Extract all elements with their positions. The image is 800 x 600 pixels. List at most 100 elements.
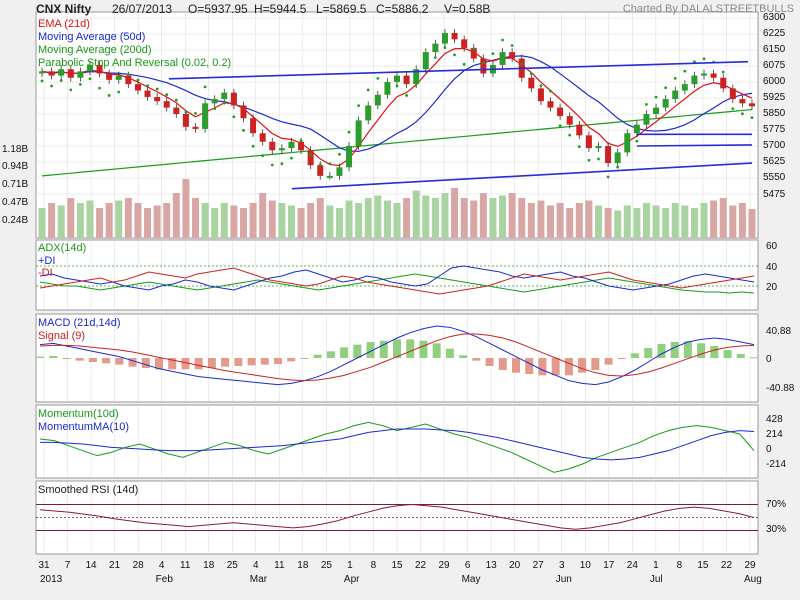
adx-line bbox=[39, 273, 755, 294]
macd-histogram-bar bbox=[300, 358, 309, 359]
sar-dot bbox=[251, 144, 255, 148]
macd-histogram-bar bbox=[62, 358, 71, 359]
ema-line-group bbox=[41, 47, 753, 167]
candle-body bbox=[643, 114, 650, 125]
x-month-label: Aug bbox=[744, 574, 762, 585]
x-day-label: 18 bbox=[297, 560, 309, 571]
volume-bar bbox=[614, 210, 622, 238]
sar-dot bbox=[395, 84, 399, 88]
volume-bar bbox=[374, 195, 382, 238]
sar-dot bbox=[414, 79, 418, 83]
ma200-line-group bbox=[41, 108, 753, 177]
volume-bar bbox=[412, 190, 420, 238]
sar-dot bbox=[577, 145, 581, 149]
volume-bar bbox=[307, 203, 315, 238]
macd-histogram-bar bbox=[88, 358, 97, 362]
sar-dot bbox=[405, 94, 408, 97]
volume-bar bbox=[489, 198, 497, 238]
macd-histogram-bar bbox=[141, 358, 150, 368]
price-tick: 6000 bbox=[763, 76, 786, 87]
x-day-label: 22 bbox=[721, 560, 733, 571]
volume-bar bbox=[690, 208, 698, 238]
volume-bar bbox=[86, 200, 94, 238]
volume-bar bbox=[96, 208, 104, 238]
sar-dot bbox=[98, 86, 101, 90]
sar-dot bbox=[606, 175, 610, 179]
sar-dot bbox=[741, 112, 744, 116]
candle-body bbox=[346, 146, 353, 168]
volume-bar bbox=[182, 179, 190, 238]
sar-dot bbox=[472, 47, 476, 51]
adx-tick: 20 bbox=[766, 282, 778, 293]
candle-body bbox=[269, 141, 276, 151]
x-day-label: 28 bbox=[133, 560, 145, 571]
candle-body bbox=[288, 141, 295, 149]
candle-body bbox=[115, 75, 122, 80]
macd-histogram-bar bbox=[366, 342, 375, 358]
sar-dot bbox=[635, 139, 639, 143]
macd-histogram-bar bbox=[49, 356, 58, 358]
candle-body bbox=[499, 52, 506, 65]
volume-bar bbox=[220, 203, 228, 238]
x-day-label: 15 bbox=[391, 560, 403, 571]
macd-histogram-bar bbox=[155, 358, 163, 370]
sar-dot bbox=[126, 73, 130, 76]
macd-histogram-bar bbox=[313, 354, 322, 358]
candle-body bbox=[547, 101, 554, 108]
macd-histogram-bar bbox=[194, 358, 203, 370]
macd-histogram-bar bbox=[353, 344, 362, 358]
macd-histogram-bar bbox=[168, 358, 177, 370]
volume-bar bbox=[499, 195, 507, 238]
price-tick: 5775 bbox=[763, 124, 786, 135]
sar-dot bbox=[424, 63, 428, 67]
chart-date: 26/07/2013 bbox=[112, 2, 173, 16]
volume-bar bbox=[57, 205, 65, 238]
sar-dot bbox=[328, 162, 332, 166]
adx-tick: 60 bbox=[766, 241, 778, 252]
sar-dot bbox=[539, 84, 543, 88]
volume-bar bbox=[594, 205, 602, 238]
candle-body bbox=[576, 124, 583, 136]
x-day-label: 24 bbox=[627, 560, 639, 571]
sar-dot bbox=[693, 60, 696, 64]
sar-dot bbox=[107, 94, 111, 97]
macd-histogram-bar bbox=[485, 358, 494, 366]
x-month-label: Mar bbox=[250, 574, 268, 585]
momentum-tick: 428 bbox=[766, 414, 783, 425]
candle-body bbox=[403, 75, 410, 85]
chart-credit: Charted By DALALSTREETBULLS bbox=[622, 3, 794, 15]
candle-body bbox=[672, 90, 679, 100]
volume-bar bbox=[115, 200, 123, 238]
macd-histogram-bar bbox=[406, 339, 415, 358]
candle-body bbox=[374, 94, 381, 106]
macd-histogram-bar bbox=[419, 340, 428, 358]
candle-body bbox=[86, 64, 93, 72]
macd-histogram-bar bbox=[115, 358, 124, 365]
volume-bar bbox=[604, 208, 612, 238]
volume-bar bbox=[518, 198, 526, 238]
macd-histogram-bar bbox=[723, 350, 732, 358]
sar-dot bbox=[616, 165, 620, 169]
candle-body bbox=[509, 52, 516, 59]
volume-bar bbox=[403, 198, 411, 238]
macd-histogram-bar bbox=[657, 344, 666, 358]
sar-dot bbox=[146, 84, 149, 88]
candle-body bbox=[202, 103, 209, 129]
volume-bar bbox=[652, 205, 660, 238]
trendline-upper bbox=[168, 60, 749, 80]
macd-tick: 0 bbox=[766, 354, 772, 365]
volume-bar bbox=[700, 203, 708, 238]
sar-dot bbox=[750, 116, 754, 120]
sar-dot bbox=[318, 163, 322, 166]
volume-bar bbox=[163, 203, 171, 238]
volume-bar bbox=[230, 205, 238, 238]
legend-momentum-ma: MomentumMA(10) bbox=[38, 421, 130, 433]
ma50-line bbox=[41, 55, 753, 152]
macd-histogram-bar bbox=[578, 358, 587, 373]
sar-dot bbox=[194, 111, 197, 115]
candle-body bbox=[298, 141, 305, 151]
macd-histogram-bar bbox=[631, 353, 639, 358]
macd-histogram-bar bbox=[750, 357, 758, 359]
candle-body bbox=[336, 167, 343, 176]
legend-rsi: Smoothed RSI (14d) bbox=[38, 484, 139, 496]
